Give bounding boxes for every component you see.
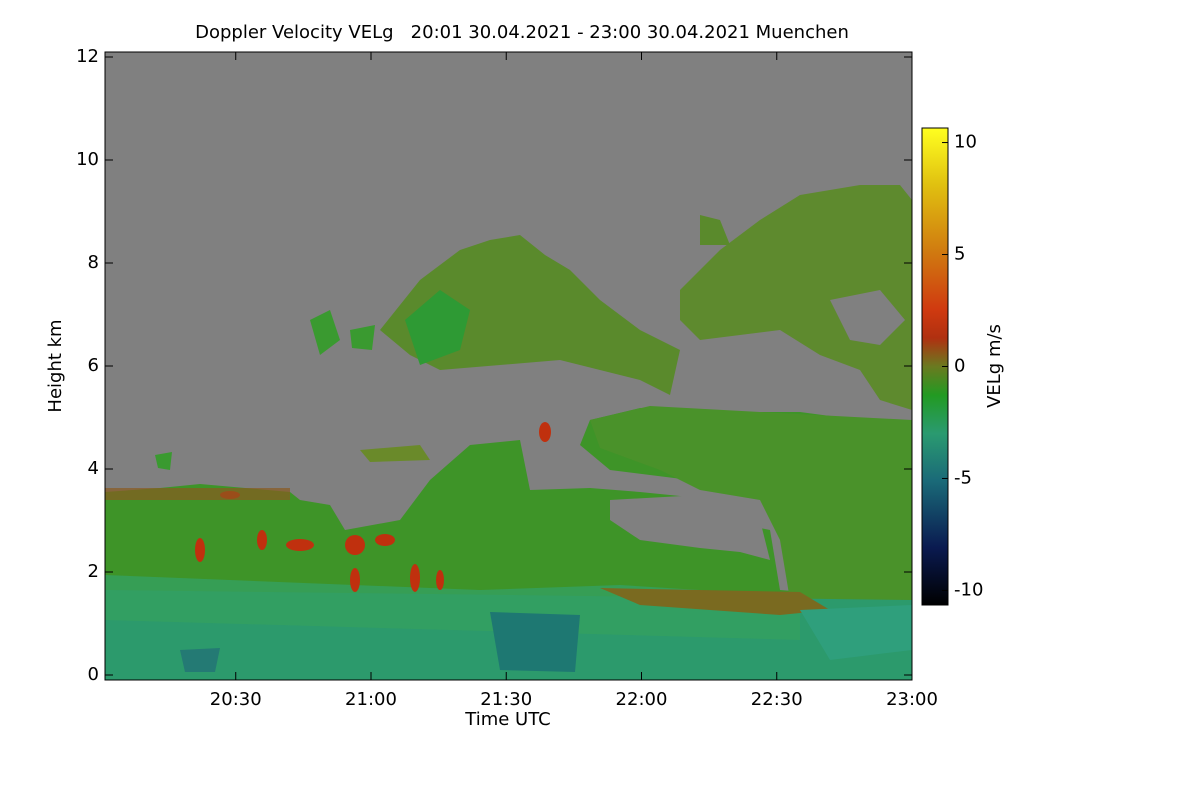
x-tick-label: 21:00 [345, 689, 397, 710]
y-tick-label: 8 [88, 252, 99, 273]
velocity-field [105, 52, 912, 680]
y-tick-label: 12 [76, 46, 99, 67]
x-tick-label: 23:00 [886, 689, 938, 710]
x-tick-label: 20:30 [210, 689, 262, 710]
colorbar-label: VELg m/s [984, 324, 1005, 408]
y-tick-label: 2 [88, 561, 99, 582]
x-tick-label: 22:30 [751, 689, 803, 710]
chart-title: Doppler Velocity VELg 20:01 30.04.2021 -… [195, 22, 849, 43]
colorbar-tick-label: 10 [954, 132, 977, 153]
x-axis-label: Time UTC [464, 709, 550, 730]
y-tick-label: 0 [88, 664, 99, 685]
y-tick-label: 10 [76, 149, 99, 170]
colorbar-tick-label: -10 [954, 579, 983, 600]
y-tick-label: 6 [88, 355, 99, 376]
y-axis-label: Height km [45, 319, 66, 412]
colorbar-tick-label: -5 [954, 467, 972, 488]
colorbar-tick-label: 0 [954, 356, 965, 377]
x-tick-label: 21:30 [480, 689, 532, 710]
colorbar-tick-label: 5 [954, 244, 965, 265]
y-tick-label: 4 [88, 458, 99, 479]
x-tick-label: 22:00 [616, 689, 668, 710]
